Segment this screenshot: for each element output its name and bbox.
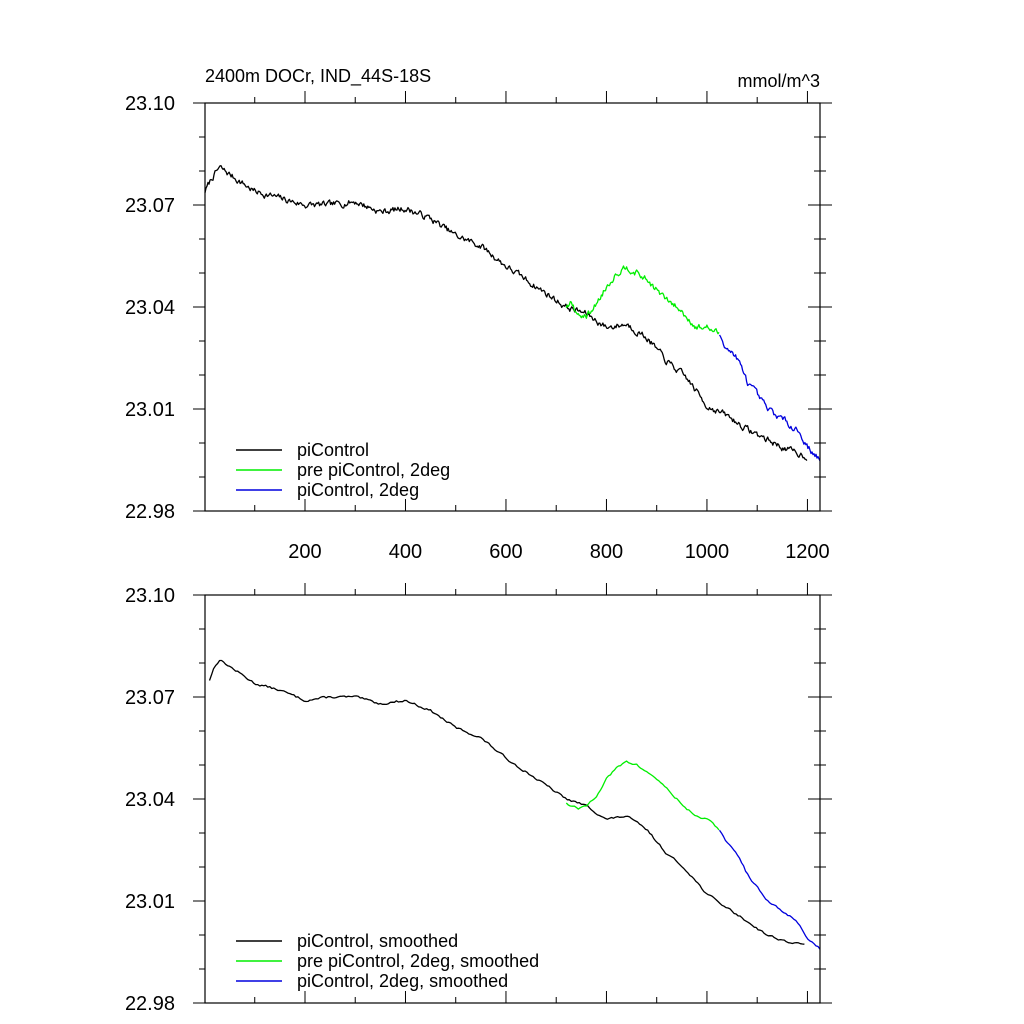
legend-label: piControl, 2deg, smoothed [297,971,508,991]
series-line [204,165,808,462]
y-tick-label: 23.10 [125,93,175,115]
panel-top-tick-labels: 22.98 23.01 23.04 23.07 23.10 200 400 600 800 100… [125,93,830,563]
x-tick-label: 1200 [785,541,830,563]
panel-bottom-ticks [193,583,832,1004]
panel-bottom: 22.98 23.01 23.04 23.07 23.10 piControl, smo… [125,583,832,1015]
legend-label: pre piControl, 2deg [297,460,450,480]
legend-label: piControl [297,440,369,460]
series-line [565,760,720,831]
y-tick-label: 23.04 [125,297,175,319]
figure-units: mmol/m^3 [738,71,820,91]
legend-label: piControl, 2deg [297,480,419,500]
legend-label: pre piControl, 2deg, smoothed [297,951,539,971]
y-tick-label: 23.01 [125,891,175,913]
panel-bottom-tick-labels: 22.98 23.01 23.04 23.07 23.10 [125,585,175,1015]
panel-bottom-lines [208,659,821,950]
x-tick-label: 1000 [685,541,730,563]
y-tick-label: 23.07 [125,687,175,709]
x-tick-label: 800 [590,541,623,563]
panel-top-frame [204,102,821,512]
y-tick-label: 23.10 [125,585,175,607]
panel-bottom-frame [204,594,821,1004]
series-line [718,829,821,950]
y-tick-label: 23.01 [125,399,175,421]
y-tick-label: 23.07 [125,195,175,217]
series-line [565,265,720,335]
y-tick-label: 22.98 [125,993,175,1015]
legend-label: piControl, smoothed [297,931,458,951]
y-tick-label: 23.04 [125,789,175,811]
x-tick-label: 200 [288,541,321,563]
y-tick-label: 22.98 [125,501,175,523]
x-tick-label: 400 [389,541,422,563]
series-line [208,659,805,945]
figure-title: 2400m DOCr, IND_44S-18S [205,66,431,87]
panel-top-ticks [193,91,832,512]
panel-top: 22.98 23.01 23.04 23.07 23.10 200 400 600 800 100… [125,91,832,563]
panel-top-lines [204,165,821,462]
x-tick-label: 600 [489,541,522,563]
series-line [718,334,821,462]
